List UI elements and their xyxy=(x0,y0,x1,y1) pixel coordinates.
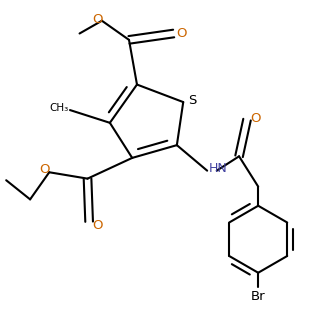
Text: HN: HN xyxy=(209,162,228,174)
Text: O: O xyxy=(251,112,261,124)
Text: S: S xyxy=(188,94,196,107)
Text: O: O xyxy=(92,219,102,232)
Text: O: O xyxy=(92,13,102,26)
Text: CH₃: CH₃ xyxy=(49,103,68,114)
Text: O: O xyxy=(39,163,50,175)
Text: Br: Br xyxy=(251,290,266,303)
Text: O: O xyxy=(176,27,187,40)
